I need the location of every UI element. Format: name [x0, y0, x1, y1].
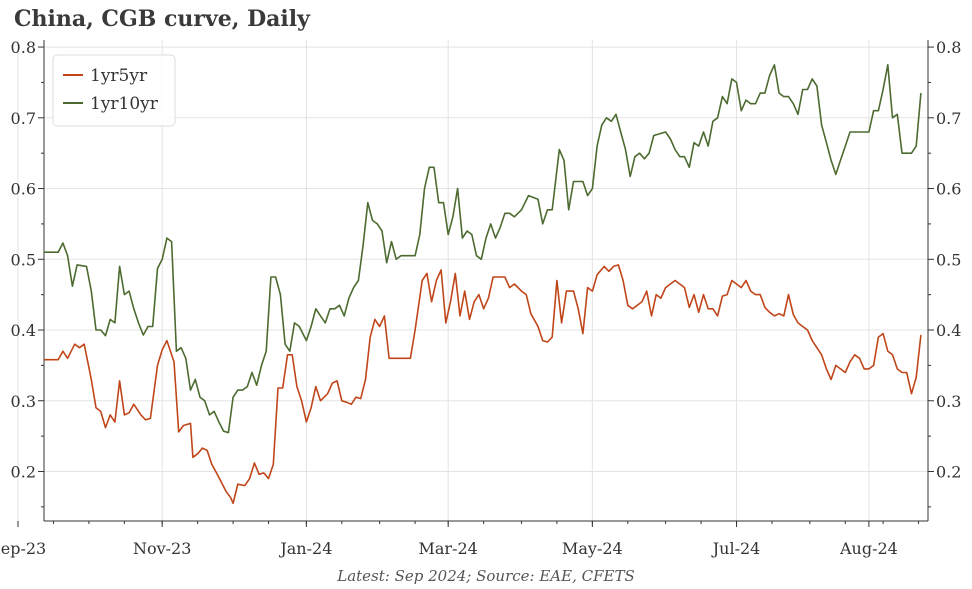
x-tick-label: Jul-24 [711, 539, 761, 558]
x-tick-label: Nov-23 [133, 539, 191, 558]
y-tick-label-left: 0.3 [11, 392, 36, 411]
x-tick-label: Sep-23 [0, 539, 46, 558]
y-tick-label-right: 0.4 [936, 321, 961, 340]
source-note: Latest: Sep 2024; Source: EAE, CFETS [337, 567, 635, 585]
chart-title: China, CGB curve, Daily [14, 6, 310, 32]
x-tick-label: May-24 [562, 539, 623, 558]
y-tick-label-left: 0.6 [11, 180, 36, 199]
y-tick-label-left: 0.7 [11, 109, 36, 128]
x-tick-label: Mar-24 [419, 539, 478, 558]
y-tick-label-left: 0.2 [11, 462, 36, 481]
legend: 1yr5yr 1yr10yr [52, 54, 176, 127]
x-tick-label: Jan-24 [278, 539, 332, 558]
series-lines [44, 64, 922, 505]
y-tick-label-left: 0.5 [11, 250, 36, 269]
legend-label-1yr5yr: 1yr5yr [90, 66, 148, 86]
y-tick-label-right: 0.7 [936, 109, 961, 128]
plot-frame [43, 40, 929, 522]
y-tick-label-left: 0.8 [11, 38, 36, 57]
y-tick-label-right: 0.2 [936, 462, 961, 481]
series-line-1yr5yr [44, 264, 922, 505]
y-axis-left: 0.2 0.3 0.4 0.5 0.6 0.7 0.8 [11, 38, 44, 508]
y-tick-label-right: 0.3 [936, 392, 961, 411]
x-tick-label: Aug-24 [839, 539, 898, 558]
y-tick-label-left: 0.4 [11, 321, 36, 340]
legend-box [52, 54, 176, 127]
y-tick-label-right: 0.5 [936, 250, 961, 269]
legend-label-1yr10yr: 1yr10yr [90, 94, 159, 114]
y-tick-label-right: 0.8 [936, 38, 961, 57]
series-line-1yr10yr [44, 64, 922, 434]
y-axis-right: 0.2 0.3 0.4 0.5 0.6 0.7 0.8 [928, 38, 961, 508]
y-tick-label-right: 0.6 [936, 180, 961, 199]
x-axis: Sep-23 Nov-23 Jan-24 Mar-24 May-24 Jul-24 Aug-… [0, 521, 920, 558]
